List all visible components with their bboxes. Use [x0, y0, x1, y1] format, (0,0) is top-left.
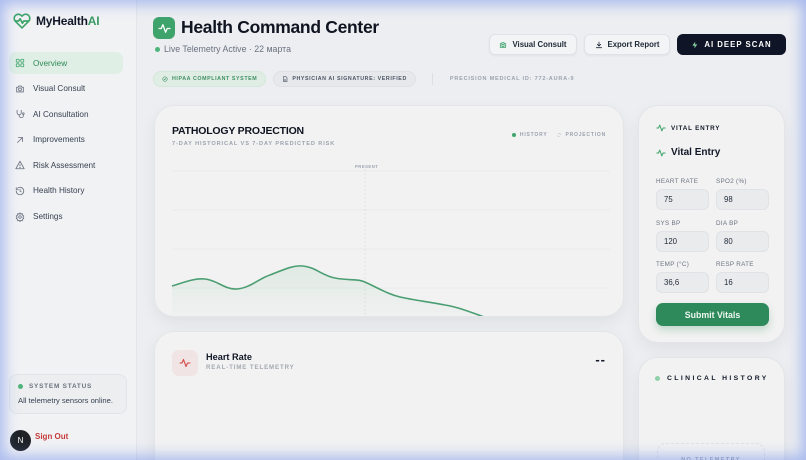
- sidebar: MyHealthAI Overview Visual Consult AI Co…: [0, 0, 137, 460]
- sidebar-item-improvements[interactable]: Improvements: [9, 129, 123, 151]
- heart-pulse-icon: [13, 13, 31, 29]
- activity-icon: [656, 149, 666, 156]
- clinical-history-card: CLINICAL HISTORY NO TELEMETRY: [638, 357, 785, 460]
- system-status-header: SYSTEM STATUS: [18, 383, 118, 390]
- ai-deep-scan-button[interactable]: AI DEEP SCAN: [677, 34, 786, 55]
- dia-bp-input[interactable]: 80: [716, 231, 769, 252]
- pathology-chart: [171, 169, 610, 316]
- compliance-badges: HIPAA COMPLIANT SYSTEM PHYSICIAN AI SIGN…: [153, 71, 574, 87]
- pathology-projection-card: PATHOLOGY PROJECTION 7-DAY HISTORICAL VS…: [154, 105, 624, 317]
- present-label: PRESENT: [355, 164, 379, 169]
- temp-field: TEMP (°C) 36,6: [656, 261, 709, 293]
- lightning-icon: [692, 41, 698, 48]
- heart-rate-subtitle: REAL-TIME TELEMETRY: [206, 364, 295, 371]
- pulse-icon: [179, 358, 191, 368]
- sidebar-item-label: Health History: [33, 186, 85, 196]
- history-line: [171, 265, 484, 316]
- heart-rate-icon-box: [172, 350, 198, 376]
- camera-icon: [500, 41, 507, 48]
- gear-icon: [15, 211, 25, 222]
- sidebar-item-label: Visual Consult: [33, 84, 86, 94]
- app-name: MyHealthAI: [36, 14, 100, 28]
- vital-entry-card: VITAL ENTRY Vital Entry HEART RATE 75 SP…: [638, 105, 785, 343]
- history-dot-icon: [511, 133, 516, 137]
- heart-rate-card: Heart Rate REAL-TIME TELEMETRY --: [154, 331, 624, 460]
- medical-id: PRECISION MEDICAL ID: 772-AURA-9: [449, 76, 575, 82]
- arrow-up-right-icon: [17, 136, 23, 143]
- dia-bp-field: DIA BP 80: [716, 220, 769, 252]
- clinical-history-header: CLINICAL HISTORY: [655, 375, 769, 382]
- grid-icon: [15, 58, 25, 68]
- spo2-input[interactable]: 98: [716, 189, 769, 210]
- avatar[interactable]: N: [10, 430, 31, 451]
- sidebar-item-label: Improvements: [33, 135, 85, 145]
- telemetry-status: Live Telemetry Active · 22 марта: [155, 44, 291, 54]
- status-dot-icon: [18, 384, 23, 389]
- heart-rate-field: HEART RATE 75: [656, 178, 709, 210]
- camera-icon: [16, 85, 24, 92]
- heart-rate-title: Heart Rate: [206, 352, 252, 362]
- sidebar-item-risk-assessment[interactable]: Risk Assessment: [9, 154, 123, 176]
- export-report-button[interactable]: Export Report: [584, 34, 670, 55]
- app-logo[interactable]: MyHealthAI: [13, 12, 100, 30]
- header-actions: Visual Consult Export Report AI DEEP SCA…: [489, 34, 786, 55]
- vital-entry-title: Vital Entry: [656, 147, 720, 158]
- warning-triangle-icon: [15, 161, 25, 170]
- chart-title: PATHOLOGY PROJECTION: [172, 125, 304, 137]
- clinical-history-empty: NO TELEMETRY: [657, 443, 765, 460]
- sidebar-item-label: Overview: [33, 58, 68, 68]
- sidebar-item-health-history[interactable]: Health History: [9, 180, 123, 202]
- divider: [431, 73, 433, 85]
- sidebar-nav: Overview Visual Consult AI Consultation …: [9, 52, 123, 231]
- sys-bp-input[interactable]: 120: [656, 231, 709, 252]
- sidebar-item-label: Settings: [33, 212, 63, 222]
- physician-signature-badge: PHYSICIAN AI SIGNATURE: VERIFIED: [273, 71, 416, 87]
- sign-out-area: N Sign Out: [10, 430, 68, 451]
- chart-gridlines: [172, 170, 610, 289]
- system-status-panel: SYSTEM STATUS All telemetry sensors onli…: [9, 374, 127, 414]
- spo2-field: SPO2 (%) 98: [716, 178, 769, 210]
- heart-rate-input[interactable]: 75: [656, 189, 709, 210]
- page-title: Health Command Center: [181, 17, 379, 37]
- projection-dot-icon: [557, 133, 562, 137]
- chart-subtitle: 7-DAY HISTORICAL VS 7-DAY PREDICTED RISK: [172, 141, 336, 147]
- download-icon: [595, 41, 602, 48]
- resp-rate-input[interactable]: 16: [716, 272, 769, 293]
- submit-vitals-button[interactable]: Submit Vitals: [656, 303, 769, 326]
- sign-out-button[interactable]: Sign Out: [35, 432, 69, 441]
- sidebar-item-overview[interactable]: Overview: [9, 52, 123, 74]
- activity-icon: [153, 17, 175, 39]
- sidebar-item-visual-consult[interactable]: Visual Consult: [9, 78, 123, 100]
- chart-legend: HISTORY PROJECTION: [511, 132, 606, 138]
- history-icon: [15, 186, 25, 196]
- hipaa-badge: HIPAA COMPLIANT SYSTEM: [153, 71, 267, 87]
- sys-bp-field: SYS BP 120: [656, 220, 709, 252]
- temp-input[interactable]: 36,6: [656, 272, 709, 293]
- status-dot-icon: [655, 376, 660, 381]
- sidebar-item-label: AI Consultation: [33, 109, 89, 119]
- stethoscope-icon: [16, 110, 25, 119]
- legend-projection[interactable]: PROJECTION: [557, 132, 606, 138]
- legend-history[interactable]: HISTORY: [511, 132, 548, 138]
- history-area: [172, 265, 477, 316]
- sidebar-item-settings[interactable]: Settings: [9, 206, 123, 228]
- heart-rate-value: --: [595, 352, 606, 367]
- live-dot-icon: [155, 46, 160, 52]
- document-icon: [283, 76, 288, 82]
- vital-entry-header: VITAL ENTRY: [656, 123, 720, 133]
- shield-check-icon: [162, 76, 168, 82]
- activity-icon: [656, 124, 666, 132]
- sidebar-item-ai-consultation[interactable]: AI Consultation: [9, 103, 123, 125]
- resp-rate-field: RESP RATE 16: [716, 261, 769, 293]
- system-status-text: All telemetry sensors online.: [18, 396, 113, 405]
- sidebar-item-label: Risk Assessment: [33, 160, 96, 170]
- visual-consult-button[interactable]: Visual Consult: [489, 34, 577, 55]
